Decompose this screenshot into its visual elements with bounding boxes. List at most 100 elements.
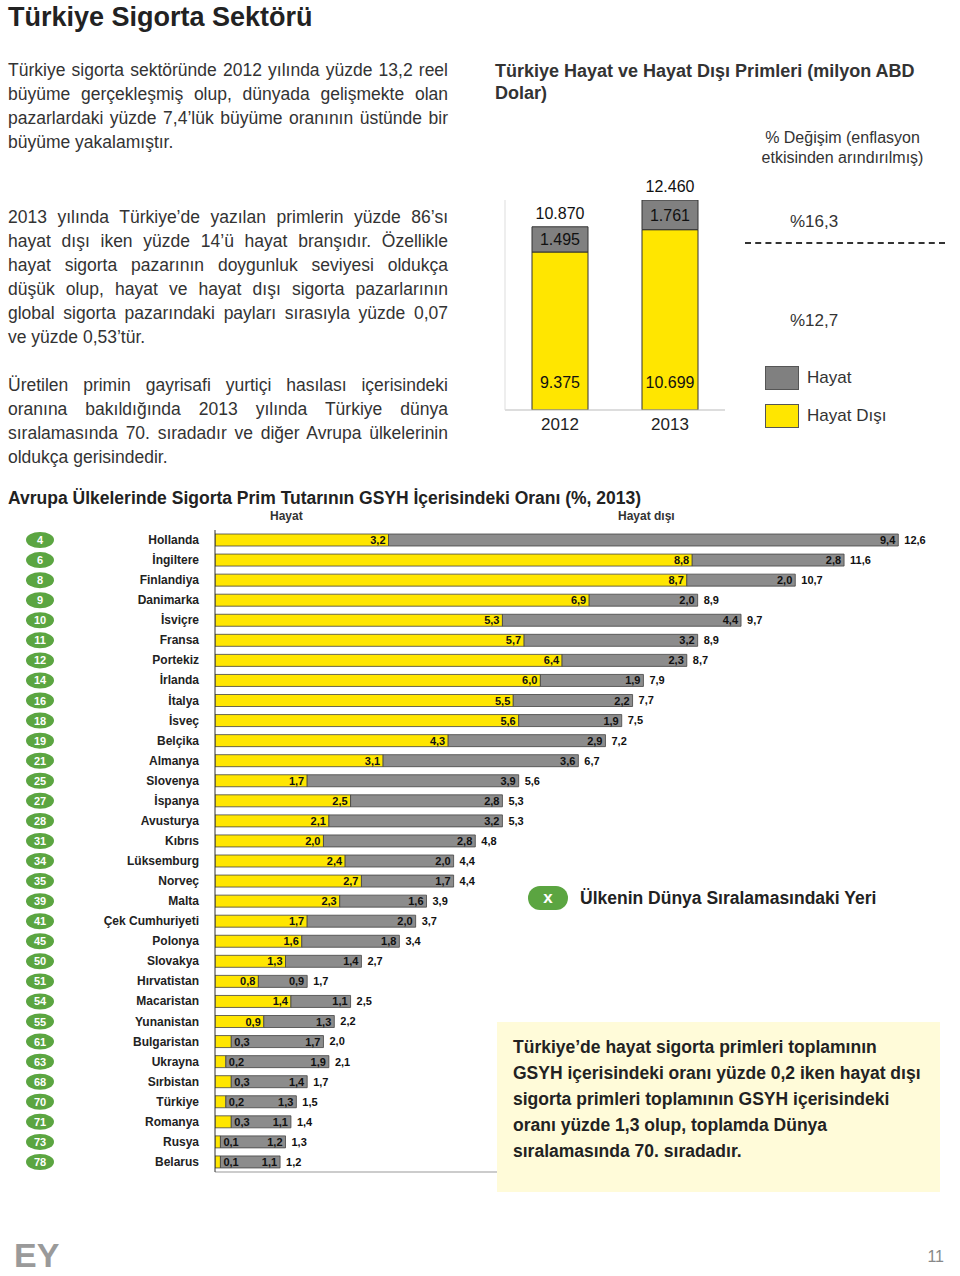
svg-text:8,9: 8,9 bbox=[704, 594, 719, 606]
svg-text:1,9: 1,9 bbox=[311, 1056, 326, 1068]
svg-text:2,4: 2,4 bbox=[327, 855, 343, 867]
svg-text:9,4: 9,4 bbox=[880, 534, 896, 546]
svg-text:2,1: 2,1 bbox=[311, 815, 326, 827]
svg-text:2,0: 2,0 bbox=[679, 594, 694, 606]
svg-text:1,3: 1,3 bbox=[267, 955, 282, 967]
svg-text:0,3: 0,3 bbox=[234, 1076, 249, 1088]
svg-text:Belarus: Belarus bbox=[155, 1155, 199, 1169]
svg-text:Romanya: Romanya bbox=[145, 1115, 199, 1129]
svg-text:1,7: 1,7 bbox=[305, 1036, 320, 1048]
svg-text:34: 34 bbox=[34, 855, 47, 867]
svg-text:35: 35 bbox=[34, 875, 46, 887]
svg-text:Hırvatistan: Hırvatistan bbox=[137, 974, 199, 988]
svg-text:2013: 2013 bbox=[651, 415, 689, 434]
svg-text:2,8: 2,8 bbox=[826, 554, 841, 566]
svg-text:19: 19 bbox=[34, 735, 46, 747]
svg-text:0,1: 0,1 bbox=[223, 1136, 238, 1148]
svg-text:Hollanda: Hollanda bbox=[148, 533, 199, 547]
svg-text:2,2: 2,2 bbox=[614, 695, 629, 707]
svg-text:İsveç: İsveç bbox=[169, 713, 199, 728]
svg-text:0,3: 0,3 bbox=[234, 1036, 249, 1048]
svg-text:10: 10 bbox=[34, 614, 46, 626]
svg-text:16: 16 bbox=[34, 695, 46, 707]
svg-text:50: 50 bbox=[34, 955, 46, 967]
svg-text:25: 25 bbox=[34, 775, 46, 787]
svg-text:Lüksemburg: Lüksemburg bbox=[127, 854, 199, 868]
svg-text:21: 21 bbox=[34, 755, 46, 767]
svg-text:0,3: 0,3 bbox=[234, 1116, 249, 1128]
svg-text:6: 6 bbox=[37, 554, 43, 566]
svg-text:Sırbistan: Sırbistan bbox=[148, 1075, 199, 1089]
svg-text:Yunanistan: Yunanistan bbox=[135, 1015, 199, 1029]
svg-text:1,3: 1,3 bbox=[278, 1096, 293, 1108]
svg-text:Danimarka: Danimarka bbox=[138, 593, 200, 607]
svg-text:2,0: 2,0 bbox=[435, 855, 450, 867]
svg-text:2,5: 2,5 bbox=[357, 995, 372, 1007]
svg-text:Macaristan: Macaristan bbox=[136, 994, 199, 1008]
svg-text:İspanya: İspanya bbox=[154, 793, 199, 808]
svg-text:54: 54 bbox=[34, 995, 47, 1007]
svg-text:5,7: 5,7 bbox=[506, 634, 521, 646]
svg-text:3,9: 3,9 bbox=[500, 775, 515, 787]
svg-text:1,1: 1,1 bbox=[262, 1156, 277, 1168]
svg-text:4,8: 4,8 bbox=[481, 835, 496, 847]
svg-text:5,5: 5,5 bbox=[495, 695, 510, 707]
svg-text:4: 4 bbox=[37, 534, 44, 546]
svg-text:6,4: 6,4 bbox=[544, 654, 560, 666]
svg-text:41: 41 bbox=[34, 915, 46, 927]
svg-text:45: 45 bbox=[34, 935, 46, 947]
svg-text:Bulgaristan: Bulgaristan bbox=[133, 1035, 199, 1049]
svg-text:3,1: 3,1 bbox=[365, 755, 380, 767]
svg-text:Norveç: Norveç bbox=[158, 874, 199, 888]
svg-text:8,8: 8,8 bbox=[674, 554, 689, 566]
svg-text:2,8: 2,8 bbox=[457, 835, 472, 847]
svg-text:2,7: 2,7 bbox=[343, 875, 358, 887]
svg-text:1,2: 1,2 bbox=[286, 1156, 301, 1168]
svg-text:2,2: 2,2 bbox=[340, 1015, 355, 1027]
svg-text:2,8: 2,8 bbox=[484, 795, 499, 807]
svg-text:1,1: 1,1 bbox=[332, 995, 347, 1007]
svg-text:63: 63 bbox=[34, 1056, 46, 1068]
svg-text:2,1: 2,1 bbox=[335, 1056, 350, 1068]
svg-text:1.761: 1.761 bbox=[650, 207, 690, 224]
svg-text:1,7: 1,7 bbox=[313, 1076, 328, 1088]
svg-text:2,0: 2,0 bbox=[305, 835, 320, 847]
svg-text:Polonya: Polonya bbox=[152, 934, 199, 948]
svg-text:Kıbrıs: Kıbrıs bbox=[165, 834, 199, 848]
svg-text:8,9: 8,9 bbox=[704, 634, 719, 646]
svg-text:1,7: 1,7 bbox=[289, 775, 304, 787]
svg-text:1,3: 1,3 bbox=[316, 1016, 331, 1028]
svg-text:10.699: 10.699 bbox=[646, 374, 695, 391]
svg-text:31: 31 bbox=[34, 835, 46, 847]
svg-text:Çek Cumhuriyeti: Çek Cumhuriyeti bbox=[104, 914, 199, 928]
svg-text:Portekiz: Portekiz bbox=[152, 653, 199, 667]
svg-text:2,3: 2,3 bbox=[669, 654, 684, 666]
svg-text:1,5: 1,5 bbox=[302, 1096, 317, 1108]
svg-text:3,2: 3,2 bbox=[484, 815, 499, 827]
svg-text:9: 9 bbox=[37, 594, 43, 606]
svg-text:18: 18 bbox=[34, 715, 46, 727]
svg-text:27: 27 bbox=[34, 795, 46, 807]
svg-text:0,1: 0,1 bbox=[223, 1156, 238, 1168]
svg-text:Türkiye: Türkiye bbox=[156, 1095, 199, 1109]
svg-text:0,2: 0,2 bbox=[229, 1056, 244, 1068]
svg-text:2,0: 2,0 bbox=[397, 915, 412, 927]
svg-text:5,3: 5,3 bbox=[508, 815, 523, 827]
svg-text:İsviçre: İsviçre bbox=[161, 612, 199, 627]
svg-text:İngiltere: İngiltere bbox=[152, 552, 199, 567]
svg-text:2,5: 2,5 bbox=[332, 795, 347, 807]
svg-text:3,6: 3,6 bbox=[560, 755, 575, 767]
svg-text:1,6: 1,6 bbox=[283, 935, 298, 947]
svg-text:1,3: 1,3 bbox=[292, 1136, 307, 1148]
svg-text:Slovakya: Slovakya bbox=[147, 954, 199, 968]
svg-text:4,4: 4,4 bbox=[460, 875, 476, 887]
svg-text:2,9: 2,9 bbox=[587, 735, 602, 747]
svg-text:Rusya: Rusya bbox=[163, 1135, 199, 1149]
svg-text:12.460: 12.460 bbox=[646, 178, 695, 195]
svg-text:9.375: 9.375 bbox=[540, 374, 580, 391]
svg-text:3,7: 3,7 bbox=[422, 915, 437, 927]
svg-text:5,6: 5,6 bbox=[500, 715, 515, 727]
svg-text:1,7: 1,7 bbox=[435, 875, 450, 887]
svg-text:6,0: 6,0 bbox=[522, 674, 537, 686]
svg-text:1,4: 1,4 bbox=[297, 1116, 313, 1128]
